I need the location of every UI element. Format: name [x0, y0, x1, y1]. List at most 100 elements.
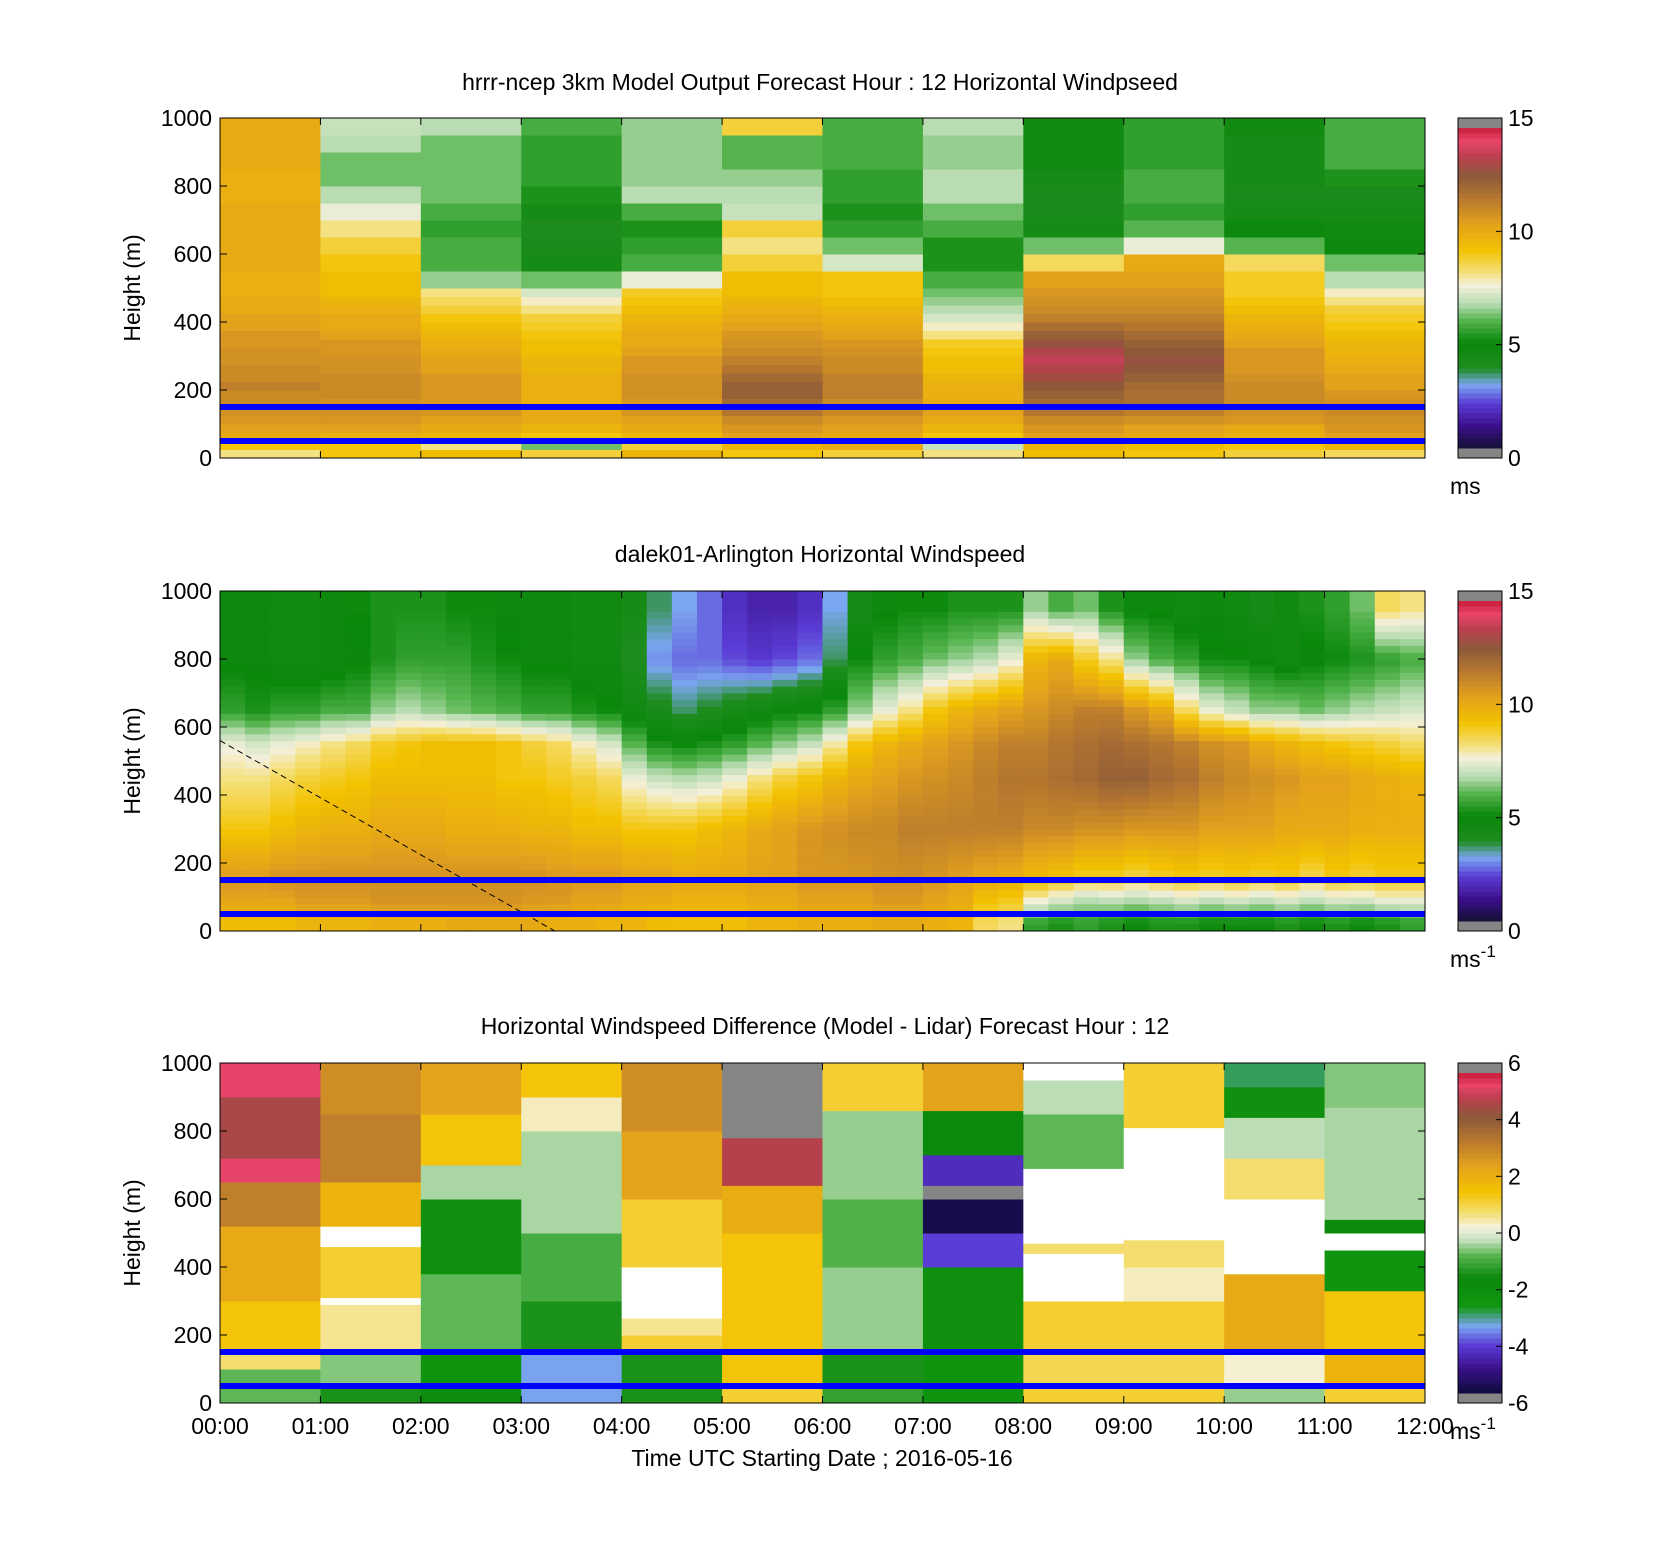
heatmap-cell [521, 774, 547, 782]
heatmap-cell [847, 659, 874, 667]
heatmap-cell [445, 767, 472, 776]
heatmap-cell [1224, 432, 1326, 442]
heatmap-cell [220, 1182, 321, 1227]
heatmap-cell [320, 897, 347, 905]
heatmap-cell [1249, 720, 1275, 728]
heatmap-cell [696, 761, 723, 769]
heatmap-cell [546, 849, 572, 857]
heatmap-cell [345, 645, 372, 653]
colorbar-swatch [1458, 148, 1502, 154]
heatmap-cell [1123, 1063, 1225, 1129]
heatmap-cell [471, 761, 497, 769]
heatmap-cell [1023, 897, 1049, 905]
heatmap-cell [345, 693, 372, 701]
heatmap-cell [1224, 330, 1326, 340]
heatmap-cell [395, 829, 422, 837]
heatmap-cell [1023, 829, 1049, 837]
heatmap-cell [1399, 618, 1426, 626]
heatmap-cell [747, 795, 773, 803]
heatmap-cell [671, 761, 698, 769]
heatmap-cell [1324, 856, 1351, 864]
heatmap-cell [621, 203, 723, 221]
heatmap-cell [295, 869, 321, 878]
heatmap-cell [1349, 733, 1376, 742]
heatmap-cell [420, 815, 447, 823]
heatmap-cell [1299, 591, 1326, 599]
heatmap-cell [370, 679, 397, 687]
heatmap-cell [696, 659, 723, 667]
heatmap-cell [948, 740, 974, 748]
heatmap-cell [370, 672, 397, 680]
heatmap-cell [747, 869, 773, 878]
heatmap-cell [872, 747, 899, 755]
heatmap-cell [571, 842, 598, 850]
heatmap-cell [1224, 801, 1250, 810]
heatmap-cell [922, 808, 949, 816]
heatmap-cell [747, 672, 773, 680]
heatmap-cell [1148, 754, 1175, 762]
colorbar-swatch [1458, 886, 1502, 892]
heatmap-cell [370, 597, 397, 606]
heatmap-cell [1399, 774, 1426, 782]
heatmap-cell [521, 152, 623, 170]
heatmap-cell [1224, 288, 1326, 297]
colorbar-swatch [1458, 343, 1502, 349]
heatmap-cell [270, 897, 296, 905]
colorbar-swatch [1458, 178, 1502, 184]
heatmap-cell [772, 699, 798, 708]
heatmap-cell [621, 313, 723, 323]
heatmap-cell [948, 686, 974, 694]
heatmap-cell [696, 842, 723, 850]
heatmap-cell [471, 883, 497, 891]
heatmap-cell [445, 611, 472, 619]
heatmap-cell [1173, 883, 1200, 891]
heatmap-cell [546, 631, 572, 640]
heatmap-cell [922, 659, 949, 667]
heatmap-cell [1073, 597, 1100, 606]
heatmap-cell [320, 638, 347, 646]
heatmap-cell [897, 808, 924, 816]
heatmap-cell [521, 118, 623, 136]
heatmap-cell [772, 713, 798, 721]
heatmap-cell [521, 364, 623, 374]
heatmap-cell [922, 829, 949, 837]
heatmap-cell [1148, 781, 1175, 789]
heatmap-cell [897, 591, 924, 599]
heatmap-cell [1048, 890, 1075, 898]
colorbar-swatch [1458, 691, 1502, 697]
heatmap-cell [747, 591, 773, 599]
heatmap-cell [1324, 1107, 1426, 1220]
heatmap-cell [1274, 754, 1300, 762]
heatmap-cell [1123, 364, 1225, 374]
heatmap-cell [395, 917, 422, 925]
heatmap-cell [245, 625, 271, 633]
heatmap-cell [1224, 863, 1250, 871]
heatmap-cell [445, 835, 472, 844]
heatmap-cell [1299, 801, 1326, 810]
heatmap-cell [621, 347, 723, 357]
colorbar-frame [1457, 117, 1503, 459]
heatmap-cell [220, 625, 246, 633]
heatmap-cell [1324, 604, 1351, 612]
heatmap-cell [872, 856, 899, 864]
heatmap-cell [1274, 822, 1300, 830]
heatmap-cell [471, 733, 497, 742]
heatmap-cell [671, 903, 698, 912]
heatmap-cell [320, 808, 347, 816]
heatmap-cell [822, 652, 849, 660]
heatmap-cell [320, 652, 347, 660]
heatmap-cell [521, 686, 547, 694]
colorbar-swatch [1458, 681, 1502, 687]
heatmap-cell [1048, 618, 1075, 626]
heatmap-cell [1199, 679, 1225, 687]
heatmap-cell [1374, 917, 1401, 925]
heatmap-cell [320, 767, 347, 776]
heatmap-cell [1123, 869, 1150, 878]
heatmap-cell [822, 815, 849, 823]
heatmap-cell [722, 733, 748, 742]
heatmap-cell [1199, 686, 1225, 694]
heatmap-cell [345, 713, 372, 721]
heatmap-cell [1399, 706, 1426, 714]
heatmap-cell [370, 835, 397, 844]
